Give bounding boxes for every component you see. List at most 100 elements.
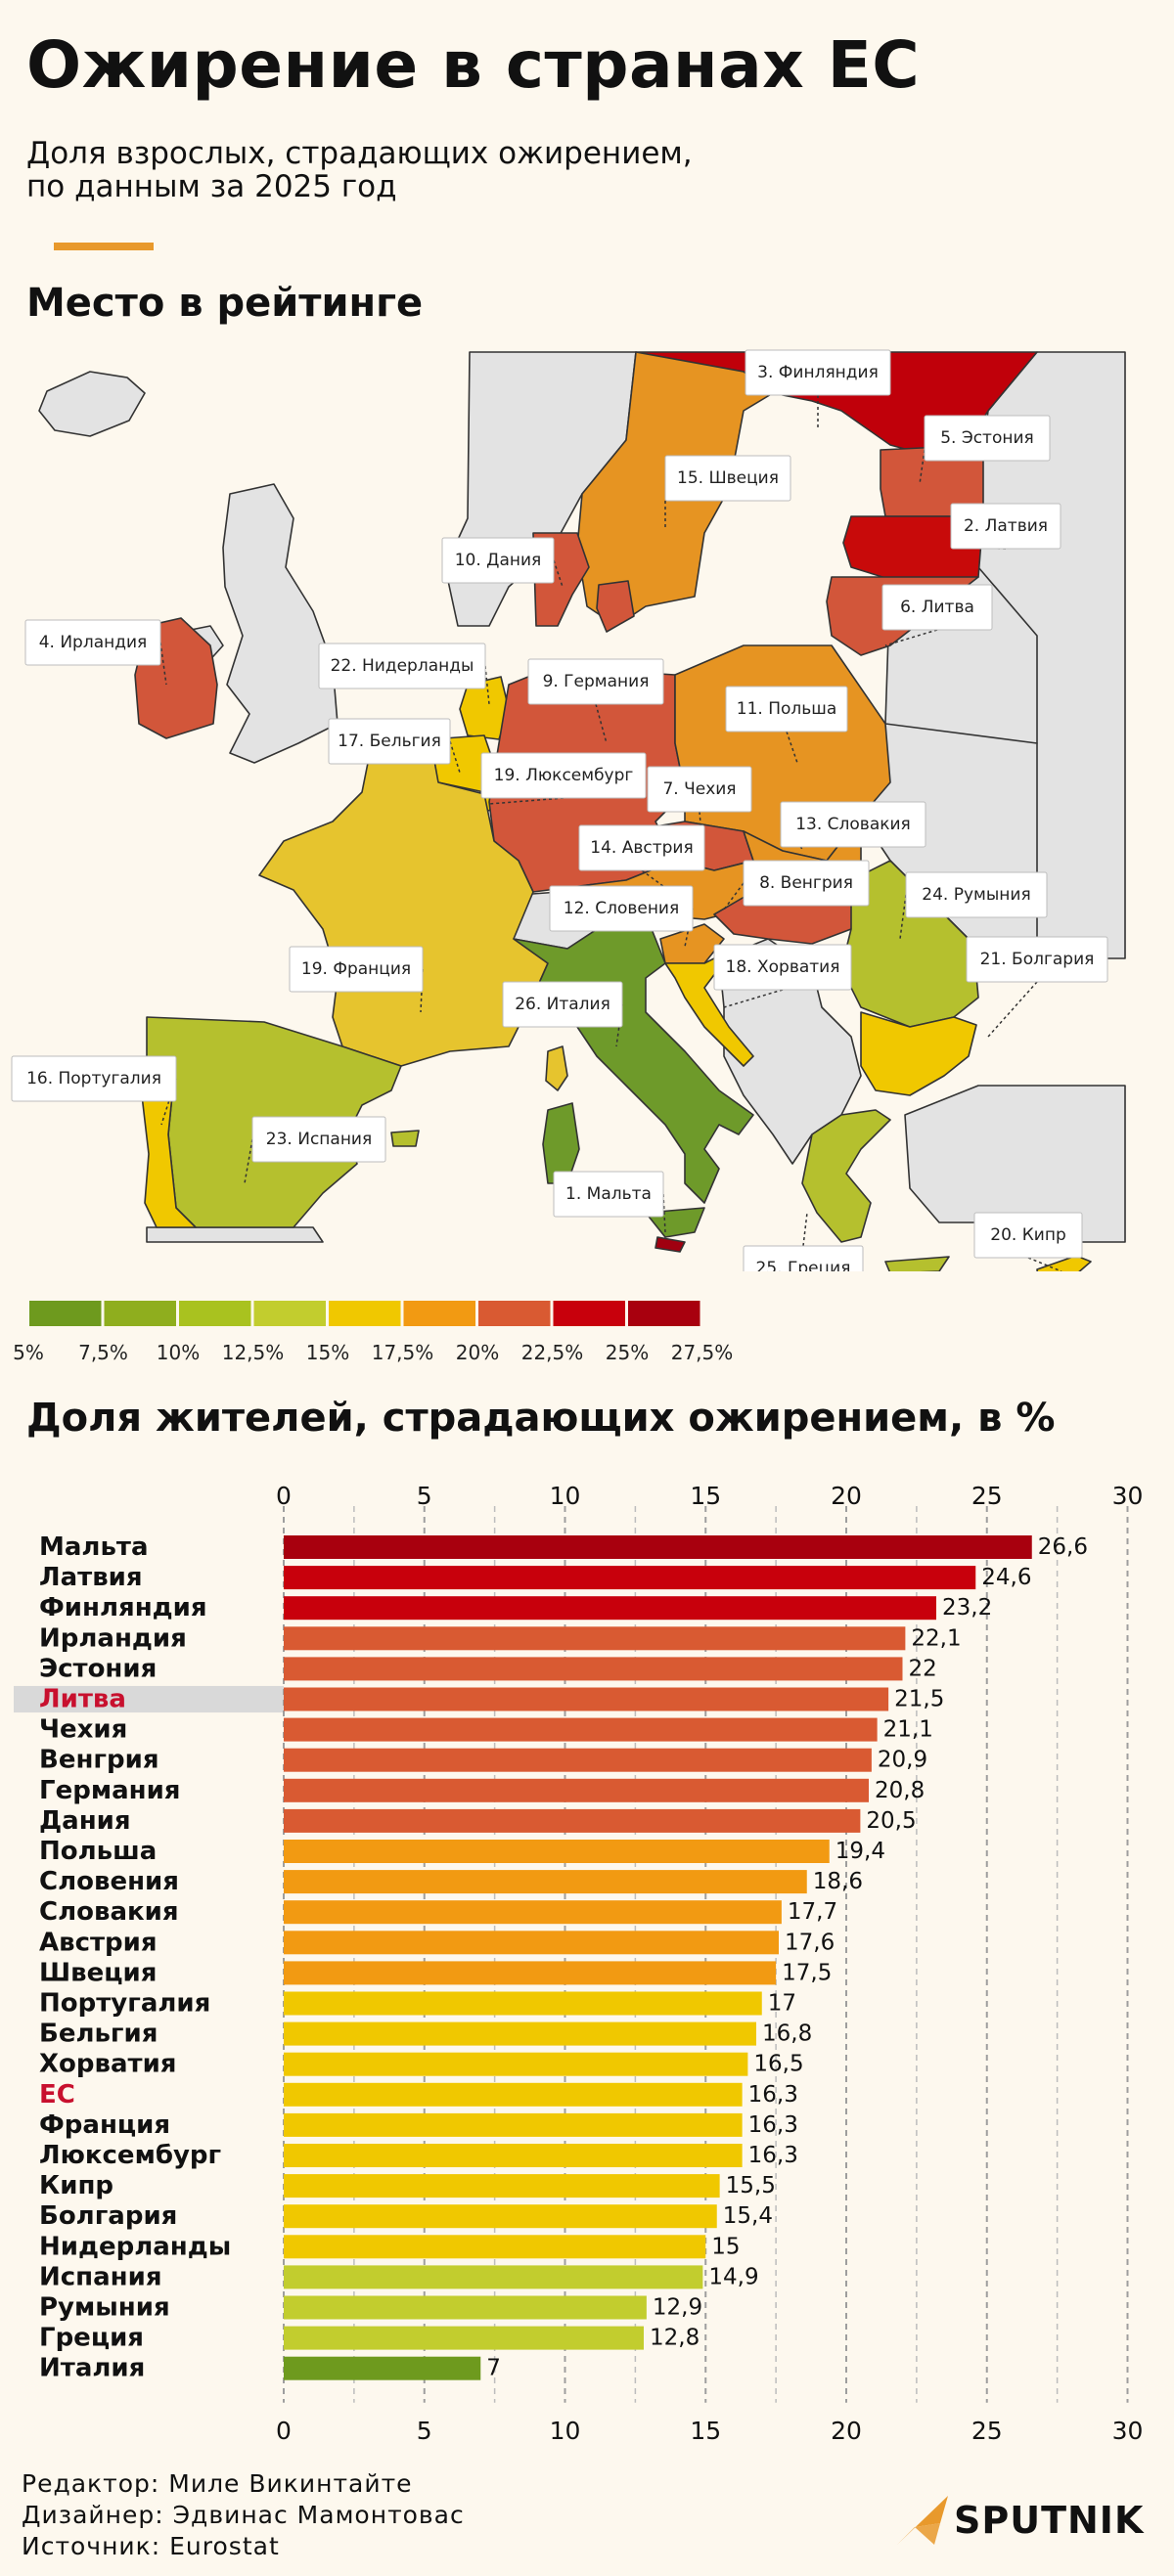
value-label: 15,5 — [726, 2173, 776, 2198]
map-label-netherlands: 22. Нидерланды — [318, 643, 486, 689]
map-france — [258, 738, 549, 1067]
map-label-ireland: 4. Ирландия — [24, 619, 161, 666]
category-label: Португалия — [39, 1989, 210, 2019]
map-great-britain — [222, 483, 339, 764]
svg-text:26. Италия: 26. Италия — [515, 995, 610, 1014]
map-leader-line — [484, 665, 490, 705]
bar — [284, 1535, 1032, 1559]
value-label: 22 — [909, 1656, 937, 1681]
bar — [284, 2021, 756, 2046]
map-label-austria: 14. Австрия — [578, 824, 705, 871]
bar — [284, 1840, 830, 1863]
subtitle-line-2: по данным за 2025 год — [26, 169, 397, 204]
value-label: 15 — [711, 2234, 740, 2259]
value-label: 16,3 — [748, 2082, 798, 2108]
x-tick-label-top: 30 — [1112, 1482, 1144, 1510]
category-label: Словакия — [39, 1897, 179, 1927]
svg-text:1. Мальта: 1. Мальта — [565, 1184, 652, 1204]
legend-swatch — [179, 1301, 251, 1326]
legend-tick-label: 27,5% — [671, 1341, 734, 1364]
bar — [284, 2356, 481, 2380]
bar — [284, 1748, 872, 1772]
svg-text:13. Словакия: 13. Словакия — [795, 815, 911, 834]
category-label: Хорватия — [39, 2050, 177, 2079]
bar — [284, 2082, 743, 2107]
category-label: Польша — [39, 1837, 157, 1866]
map-leader-line — [723, 989, 784, 1008]
map-label-croatia: 18. Хорватия — [713, 944, 852, 991]
value-label: 17,6 — [785, 1930, 835, 1955]
bar — [284, 2235, 706, 2259]
map-label-belgium: 17. Бельгия — [328, 718, 451, 765]
x-tick-label-top: 10 — [550, 1482, 581, 1510]
value-label: 19,4 — [835, 1839, 885, 1864]
legend-tick-label: 22,5% — [521, 1341, 584, 1364]
credit-designer: Дизайнер: Эдвинас Мамонтовас — [22, 2501, 465, 2529]
bar — [284, 2174, 720, 2198]
value-label: 17,7 — [788, 1899, 837, 1925]
map-label-portugal: 16. Португалия — [11, 1055, 177, 1102]
europe-map: 3. Финляндия 5. Эстония 15. Швеция 2. Ла… — [11, 349, 1126, 1271]
map-leader-line — [244, 1138, 253, 1184]
bar — [284, 1900, 782, 1925]
x-tick-label-bottom: 0 — [276, 2417, 292, 2445]
x-tick-label-top: 15 — [690, 1482, 721, 1510]
highlight-row-band — [14, 1685, 284, 1713]
map-leader-line — [595, 703, 608, 744]
category-label: Франция — [39, 2110, 170, 2140]
svg-text:15. Швеция: 15. Швеция — [677, 468, 779, 488]
bar — [284, 2204, 717, 2229]
map-section-title: Место в рейтинге — [26, 281, 424, 326]
svg-text:12. Словения: 12. Словения — [564, 899, 679, 918]
legend-swatch — [253, 1301, 326, 1326]
map-label-finland: 3. Финляндия — [745, 349, 891, 396]
value-label: 16,3 — [748, 2112, 798, 2138]
map-spain-balearic — [390, 1130, 420, 1147]
bar — [284, 1717, 878, 1742]
legend-tick-label: 7,5% — [78, 1341, 128, 1364]
map-label-germany: 9. Германия — [527, 658, 664, 705]
value-label: 21,5 — [894, 1687, 944, 1712]
value-label: 20,8 — [875, 1778, 925, 1803]
value-label: 26,6 — [1038, 1534, 1088, 1560]
svg-text:20. Кипр: 20. Кипр — [990, 1225, 1065, 1245]
bar — [284, 1931, 779, 1955]
bar — [284, 1778, 869, 1802]
legend-swatch — [329, 1301, 401, 1326]
svg-text:3. Финляндия: 3. Финляндия — [757, 363, 879, 382]
map-north-africa — [146, 1226, 324, 1243]
sputnik-logo: SPUTNIK — [895, 2494, 1144, 2547]
svg-text:21. Болгария: 21. Болгария — [980, 950, 1095, 969]
map-greece-crete — [884, 1256, 950, 1271]
bar — [284, 1566, 976, 1590]
legend-swatch — [553, 1301, 625, 1326]
bar — [284, 1991, 762, 2016]
map-leader-line — [159, 642, 167, 686]
category-label: Австрия — [39, 1928, 158, 1957]
value-label: 18,6 — [813, 1869, 863, 1894]
map-label-france: 19. Франция — [289, 946, 424, 993]
category-label: Литва — [39, 1685, 126, 1714]
map-malta — [655, 1236, 686, 1253]
map-label-spain: 23. Испания — [251, 1116, 386, 1163]
map-label-estonia: 5. Эстония — [924, 415, 1051, 462]
svg-text:19. Франция: 19. Франция — [301, 959, 411, 979]
svg-text:10. Дания: 10. Дания — [455, 551, 542, 570]
map-leader-line — [553, 559, 564, 588]
svg-text:4. Ирландия: 4. Ирландия — [39, 633, 148, 652]
bar — [284, 1626, 906, 1651]
x-tick-label-bottom: 30 — [1112, 2417, 1144, 2445]
map-label-cyprus: 20. Кипр — [973, 1212, 1083, 1259]
x-tick-label-bottom: 5 — [417, 2417, 432, 2445]
map-label-lithuania: 6. Литва — [881, 584, 993, 631]
category-label: Чехия — [39, 1715, 127, 1745]
value-label: 17 — [768, 1991, 796, 2017]
svg-text:6. Литва: 6. Литва — [900, 598, 974, 617]
legend-tick-label: 5% — [13, 1341, 44, 1364]
svg-text:16. Португалия: 16. Португалия — [26, 1069, 161, 1088]
page-subtitle: Доля взрослых, страдающих ожирением, по … — [26, 137, 809, 203]
legend-swatch — [403, 1301, 475, 1326]
color-legend: 5% 7,5% 10% 12,5% 15% 17,5% 20% 22,5% 25% 27,5% — [13, 1301, 734, 1364]
map-iceland — [38, 371, 146, 437]
map-leader-line — [899, 894, 907, 940]
